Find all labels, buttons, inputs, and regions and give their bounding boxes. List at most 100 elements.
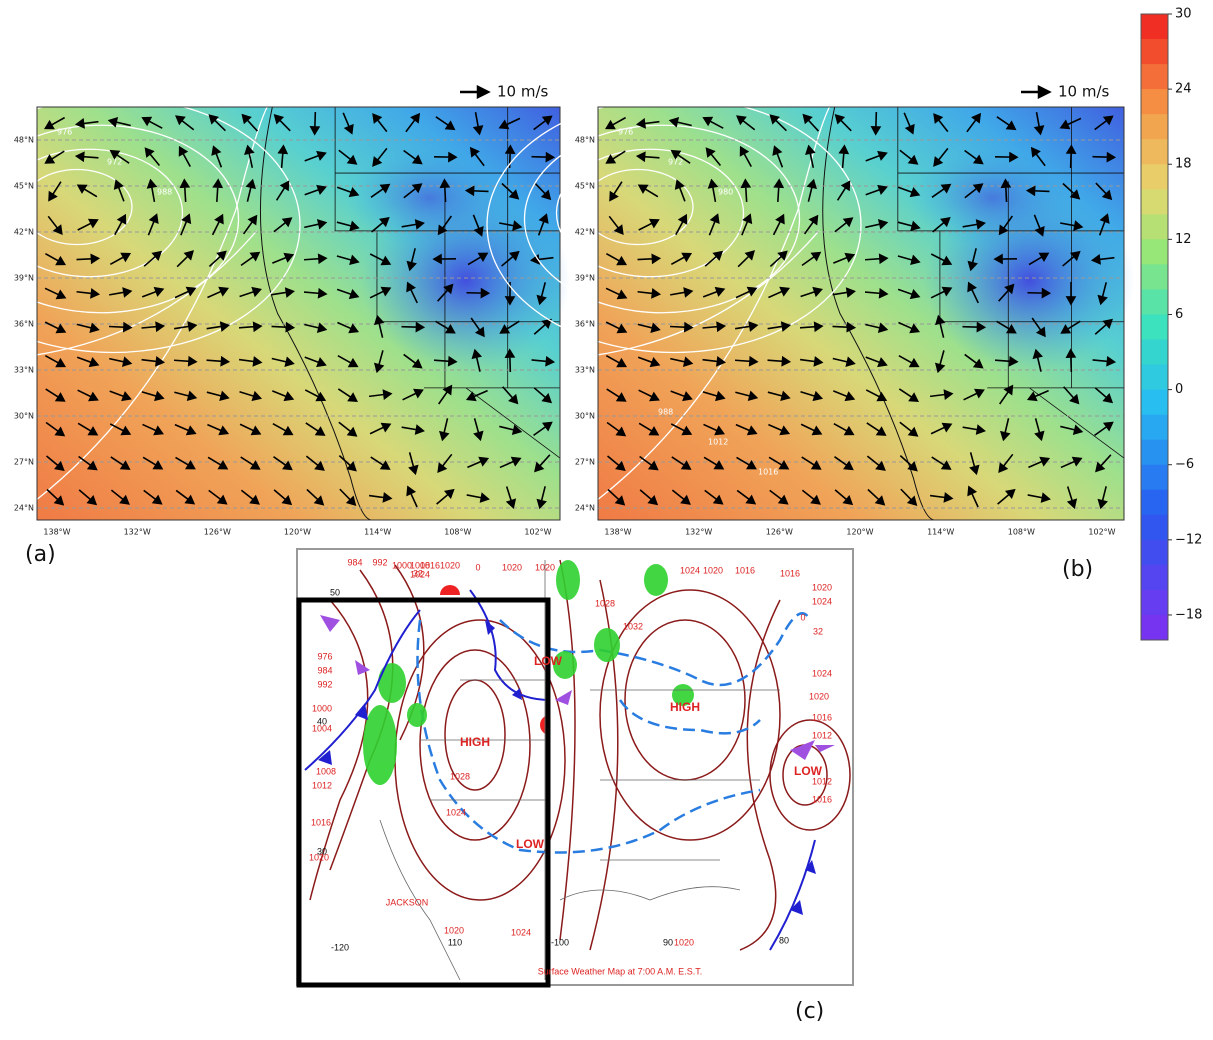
colorbar-segment: [1141, 489, 1168, 516]
wind-arrow: [935, 314, 946, 338]
wind-arrow: [866, 422, 887, 436]
wind-arrow: [605, 287, 628, 300]
panel-frame: [36, 106, 561, 521]
wind-arrow: [146, 178, 158, 202]
wind-arrow: [605, 321, 628, 334]
wind-arrow: [768, 423, 791, 436]
lon-label: 114°W: [364, 528, 391, 537]
isobar-label: 1024: [511, 927, 531, 937]
wind-arrow: [702, 356, 727, 367]
isobar-label: 1008: [410, 560, 430, 570]
isobar-label: 1020: [703, 565, 723, 575]
colorbar-tick-label: −6: [1175, 457, 1194, 472]
wind-arrow: [637, 184, 659, 198]
wind-arrow: [368, 492, 393, 503]
wind-arrow: [767, 355, 792, 367]
lat-label: 42°N: [575, 228, 595, 237]
wind-arrow: [898, 354, 920, 368]
wind-arrow: [240, 489, 260, 505]
wind-arrow: [867, 488, 886, 506]
colorbar-segment: [1141, 139, 1168, 165]
wind-arrow: [305, 422, 326, 436]
wind-arrow: [834, 217, 854, 233]
wind-arrow: [211, 145, 223, 168]
wind-arrow: [769, 250, 788, 268]
wind-arrow: [336, 220, 360, 232]
wind-arrow: [374, 314, 385, 338]
wind-arrow: [671, 456, 692, 470]
lon-label: 138°W: [604, 528, 631, 537]
wind-arrow: [76, 253, 101, 265]
wind-arrow: [772, 145, 784, 168]
wind-arrow: [109, 252, 132, 265]
colorbar-segment: [1141, 464, 1168, 491]
wind-arrow: [932, 216, 951, 233]
wind-arrow: [635, 118, 660, 129]
wind-arrow: [769, 114, 787, 132]
wind-arrow: [74, 118, 99, 129]
colorbar-tick-label: 6: [1175, 307, 1183, 322]
wind-arrow: [1065, 348, 1077, 373]
wind-arrow: [899, 455, 918, 472]
wind-arrow: [801, 251, 822, 267]
wind-arrow: [1060, 320, 1081, 334]
wind-arrow: [740, 178, 752, 203]
wind-arrow: [668, 117, 692, 128]
colorbar-segment: [1141, 439, 1168, 466]
lon-label: 120°W: [846, 528, 873, 537]
contour-label: 972: [668, 158, 683, 167]
wind-arrow: [702, 116, 724, 129]
wind-arrow: [464, 185, 489, 197]
wind-arrow: [141, 356, 166, 367]
isobar-label: 1020: [444, 925, 464, 935]
study-domain-box: [296, 597, 551, 988]
wind-arrow: [206, 390, 230, 402]
wind-arrow: [141, 286, 165, 298]
wind-arrow: [967, 485, 979, 508]
lon-label: 108°W: [444, 528, 471, 537]
wind-arrow: [670, 356, 694, 367]
grid-label: -100: [551, 937, 569, 947]
isobar-label: 1024: [812, 596, 832, 606]
wind-arrow: [175, 489, 196, 505]
isobar-label: 1008: [316, 766, 336, 776]
wind-arrow: [1092, 151, 1117, 163]
isobar: [597, 106, 831, 500]
wind-arrow: [994, 355, 1019, 367]
wind-arrow: [1059, 117, 1082, 130]
isobar-label: 1028: [450, 771, 470, 781]
wind-arrow: [499, 456, 522, 469]
wind-arrow: [833, 422, 855, 436]
grid-label: 90: [663, 937, 673, 947]
wind-arrow: [109, 423, 132, 436]
colorbar-tick-label: 12: [1175, 232, 1192, 247]
station-label: JACKSON: [386, 897, 429, 907]
wind-arrow: [735, 321, 759, 332]
wind-arrow: [498, 117, 521, 130]
lon-label: 102°W: [524, 528, 551, 537]
wind-arrow: [832, 321, 857, 333]
wind-arrow: [277, 144, 289, 169]
wind-arrow: [502, 386, 519, 405]
isotherm-label: 0: [475, 562, 480, 572]
wind-arrow: [405, 112, 421, 133]
wind-arrow: [866, 455, 886, 471]
isobar-label: 992: [372, 557, 387, 567]
wind-arrow: [207, 286, 230, 299]
wind-arrow: [962, 219, 986, 230]
wind-arrow: [801, 489, 821, 505]
wind-arrow: [1062, 182, 1081, 200]
wind-arrow: [533, 387, 553, 404]
grid-label: 30: [317, 846, 327, 856]
occluded-fronts: [320, 615, 835, 760]
wind-arrow: [897, 254, 921, 266]
wind-arrow: [675, 213, 688, 236]
wind-arrow: [207, 423, 230, 436]
wind-arrow: [708, 213, 720, 236]
isobar-label: 1024: [812, 668, 832, 678]
wind-arrow: [499, 424, 523, 435]
wind-arrow: [605, 150, 626, 164]
wind-arrow: [273, 456, 293, 471]
wind-arrow: [1090, 254, 1115, 265]
wind-arrow: [336, 186, 360, 198]
